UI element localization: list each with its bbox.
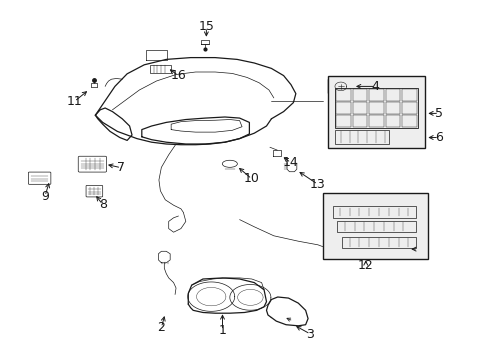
Bar (335, 89, 350, 101)
Text: 11: 11 (66, 95, 82, 108)
Bar (149, 65, 171, 73)
Text: 7: 7 (117, 161, 125, 174)
Bar (385, 89, 400, 101)
Text: 2: 2 (157, 321, 165, 334)
Text: 15: 15 (198, 21, 214, 33)
Text: 6: 6 (434, 131, 442, 144)
Bar (332, 206, 415, 218)
Bar (327, 76, 425, 148)
Bar (334, 130, 388, 144)
Bar (352, 89, 366, 101)
Bar (402, 115, 416, 127)
Text: 4: 4 (371, 80, 379, 93)
Bar (342, 237, 415, 248)
Bar (337, 221, 415, 232)
Text: 12: 12 (357, 259, 373, 272)
Text: 9: 9 (41, 190, 49, 203)
Text: 1: 1 (218, 324, 226, 337)
Bar (335, 102, 350, 114)
Text: 8: 8 (99, 198, 106, 211)
Text: 3: 3 (306, 328, 314, 341)
Bar (352, 115, 366, 127)
Bar (334, 88, 417, 128)
Bar (352, 102, 366, 114)
Text: 10: 10 (244, 172, 259, 185)
Bar (368, 115, 383, 127)
Text: 14: 14 (283, 156, 298, 169)
Bar (385, 115, 400, 127)
Bar (335, 115, 350, 127)
Bar (402, 102, 416, 114)
Bar (368, 89, 383, 101)
Bar (322, 193, 427, 259)
Text: 13: 13 (309, 178, 325, 191)
Text: 5: 5 (434, 107, 442, 120)
Bar (402, 89, 416, 101)
Bar (368, 102, 383, 114)
Text: 16: 16 (170, 69, 186, 82)
Bar (385, 102, 400, 114)
